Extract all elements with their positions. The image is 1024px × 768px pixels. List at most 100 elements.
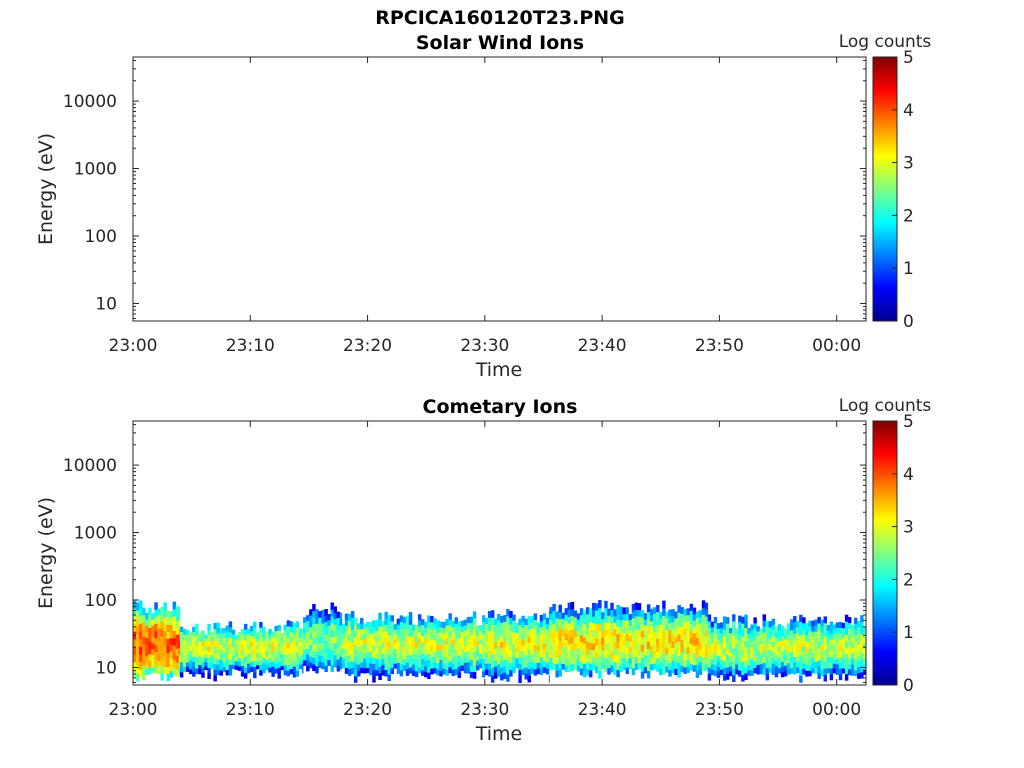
heatmap-cell (570, 629, 575, 637)
heatmap-cell (616, 640, 620, 649)
heatmap-cell (182, 666, 187, 672)
heatmap-cell (393, 653, 398, 659)
heatmap-cell (175, 641, 180, 649)
heatmap-cell (469, 653, 474, 660)
heatmap-cell (306, 654, 310, 661)
heatmap-cell (738, 627, 742, 635)
x-tick-label: 23:40 (578, 700, 627, 720)
heatmap-cell (484, 629, 489, 636)
heatmap-cell (151, 631, 155, 638)
heatmap-cell (478, 658, 483, 664)
heatmap-cell (677, 669, 681, 678)
heatmap-cell (347, 668, 352, 676)
heatmap-cell (695, 631, 700, 639)
heatmap-cell (713, 658, 718, 665)
heatmap-cell (405, 642, 410, 650)
heatmap-cell (558, 611, 562, 620)
heatmap-cell (863, 658, 866, 665)
heatmap-cell (414, 630, 419, 637)
heatmap-cell (741, 616, 745, 624)
heatmap-cell (497, 620, 501, 627)
heatmap-cell (280, 637, 284, 642)
heatmap-cell (259, 648, 263, 655)
heatmap-cell (306, 659, 310, 666)
heatmap-cell (777, 624, 782, 631)
heatmap-cell (564, 665, 569, 672)
heatmap-cell (265, 641, 269, 647)
heatmap-cell (774, 665, 779, 672)
heatmap-cell (312, 650, 316, 658)
heatmap-cell (710, 648, 715, 654)
heatmap-cell (390, 667, 394, 675)
heatmap-cell (671, 660, 675, 667)
heatmap-cell (451, 657, 455, 664)
heatmap-cell (527, 649, 531, 657)
heatmap-cell (576, 659, 581, 666)
heatmap-cell (301, 653, 304, 659)
heatmap-cell (750, 669, 754, 676)
heatmap-cell (160, 658, 164, 666)
heatmap-cell (622, 657, 626, 665)
heatmap-cell (631, 625, 636, 633)
y-tick-label: 10 (95, 294, 117, 314)
heatmap-cell (542, 643, 547, 650)
heatmap-cell (445, 650, 449, 657)
heatmap-cell (240, 665, 245, 672)
heatmap-cell (527, 642, 531, 650)
heatmap-cell (262, 631, 266, 638)
heatmap-cell (298, 628, 303, 634)
heatmap-cell (457, 655, 462, 662)
heatmap-cell (695, 657, 700, 665)
heatmap-cell (634, 656, 639, 664)
heatmap-cell (463, 635, 468, 642)
heatmap-cell (142, 650, 146, 659)
heatmap-cell (774, 632, 779, 639)
heatmap-cell (219, 643, 223, 650)
heatmap-cell (524, 624, 528, 632)
heatmap-cell (154, 630, 158, 639)
heatmap-cell (710, 642, 715, 649)
heatmap-cell (573, 643, 578, 651)
heatmap-cell (369, 669, 373, 676)
heatmap-cell (631, 632, 636, 640)
heatmap-cell (231, 655, 236, 661)
heatmap-cell (312, 657, 316, 665)
heatmap-cell (396, 667, 401, 674)
heatmap-cell (521, 651, 525, 658)
heatmap-cell (857, 621, 861, 628)
heatmap-cell (463, 662, 468, 669)
heatmap-cell (213, 675, 217, 682)
heatmap-cell (250, 635, 254, 642)
heatmap-cell (192, 661, 196, 667)
heatmap-cell (604, 650, 608, 658)
heatmap-cell (732, 634, 736, 642)
heatmap-cell (490, 624, 495, 633)
heatmap-cell (148, 660, 152, 668)
heatmap-cell (701, 649, 706, 658)
heatmap-cell (372, 651, 376, 658)
heatmap-cell (814, 667, 818, 674)
heatmap-cell (548, 668, 550, 676)
heatmap-cell (306, 665, 310, 672)
heatmap-cell (151, 625, 155, 632)
heatmap-cell (607, 621, 611, 629)
heatmap-cell (674, 655, 678, 663)
heatmap-cell (262, 642, 266, 648)
heatmap-cell (466, 628, 471, 635)
heatmap-cell (347, 627, 352, 635)
heatmap-cell (698, 616, 703, 624)
heatmap-cell (207, 667, 211, 674)
heatmap-cell (163, 659, 167, 668)
heatmap-cell (829, 650, 834, 657)
heatmap-cell (722, 629, 727, 636)
heatmap-cell (732, 647, 736, 656)
heatmap-cell (713, 646, 718, 653)
heatmap-cell (253, 644, 257, 651)
heatmap-cell (719, 638, 724, 644)
heatmap-cell (268, 652, 272, 659)
heatmap-cell (292, 649, 297, 656)
heatmap-cell (387, 615, 391, 623)
heatmap-cell (243, 651, 248, 657)
heatmap-cell (318, 611, 322, 618)
